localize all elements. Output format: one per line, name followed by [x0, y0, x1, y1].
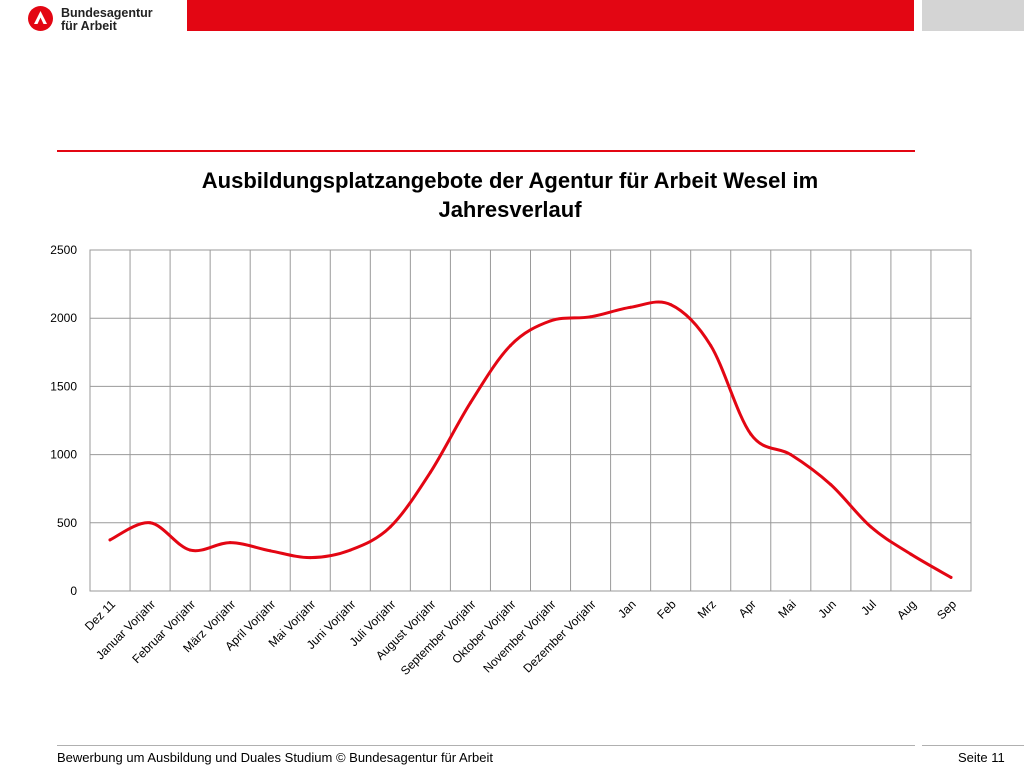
- title-divider: [57, 150, 915, 152]
- data-point: [428, 470, 432, 474]
- data-point: [388, 525, 392, 529]
- y-tick-label: 2000: [50, 311, 77, 325]
- x-tick-label: November Vorjahr: [480, 597, 558, 675]
- x-tick-label: Feb: [654, 597, 679, 622]
- logo-text: Bundesagentur für Arbeit: [61, 7, 153, 33]
- data-point: [869, 525, 873, 529]
- data-point: [308, 556, 312, 560]
- x-tick-label: Jun: [815, 597, 839, 621]
- x-tick-label: Mrz: [695, 597, 719, 621]
- data-point: [829, 483, 833, 487]
- y-tick-label: 500: [57, 516, 77, 530]
- logo-icon: [28, 6, 53, 31]
- x-tick-label: Dezember Vorjahr: [520, 597, 598, 675]
- x-tick-label: Sep: [934, 597, 959, 622]
- logo-line2: für Arbeit: [61, 19, 117, 33]
- data-point: [629, 305, 633, 309]
- data-point: [148, 521, 152, 525]
- data-point: [709, 344, 713, 347]
- header-bar-side: [922, 0, 1024, 31]
- data-point: [549, 319, 552, 323]
- x-tick-label: Aug: [894, 597, 919, 622]
- data-point: [949, 575, 953, 579]
- header-bar: [187, 0, 914, 31]
- x-tick-label: September Vorjahr: [398, 597, 479, 678]
- y-tick-label: 0: [70, 584, 77, 598]
- data-point: [188, 548, 192, 552]
- y-tick-label: 2500: [50, 243, 77, 257]
- x-tick-label: Dez 11: [82, 597, 118, 633]
- chart-title-line1: Ausbildungsplatzangebote der Agentur für…: [201, 168, 819, 193]
- data-point: [468, 401, 472, 405]
- logo: Bundesagentur für Arbeit: [28, 6, 168, 34]
- data-point: [789, 453, 793, 457]
- chart-title-line2: Jahresverlauf: [438, 197, 582, 222]
- x-tick-label: Jul: [858, 597, 879, 618]
- data-point: [509, 344, 512, 347]
- x-tick-label: Apr: [736, 597, 759, 620]
- y-tick-label: 1000: [50, 448, 77, 462]
- data-point: [749, 432, 753, 436]
- data-point: [589, 315, 593, 319]
- data-point: [228, 541, 232, 545]
- data-point: [348, 548, 352, 552]
- footer-divider-side: [922, 745, 1024, 746]
- chart-title: Ausbildungsplatzangebote der Agentur für…: [60, 166, 960, 224]
- data-point: [268, 549, 272, 553]
- series-line: [108, 300, 953, 579]
- footer-text: Bewerbung um Ausbildung und Duales Studi…: [57, 750, 493, 765]
- data-point: [669, 303, 673, 307]
- y-tick-label: 1500: [50, 379, 77, 393]
- logo-line1: Bundesagentur: [61, 6, 153, 20]
- page-number: Seite 11: [958, 750, 1005, 765]
- data-point: [909, 552, 913, 556]
- x-tick-label: Jan: [615, 597, 639, 621]
- data-point: [108, 538, 112, 542]
- x-tick-label: Mai: [775, 597, 799, 621]
- footer-divider: [57, 745, 915, 746]
